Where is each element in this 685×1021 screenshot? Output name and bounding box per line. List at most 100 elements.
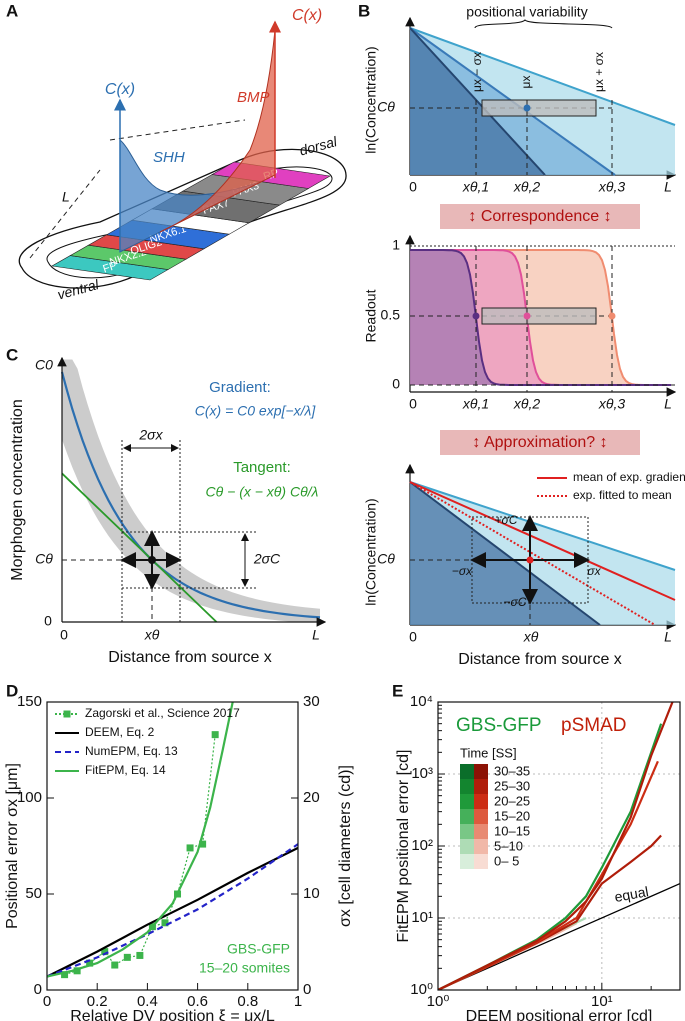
y2-tick-label: 10 <box>303 885 320 902</box>
x-tick-labels: 0 xθ,1 xθ,2 xθ,3 L <box>409 396 672 412</box>
tick-label: xθ,3 <box>598 396 625 412</box>
group-title: GBS-GFP <box>456 715 542 736</box>
legend-label: DEEM, Eq. 2 <box>85 725 155 739</box>
annotation: 15–20 somites <box>199 960 290 976</box>
tick-label: Cθ <box>35 551 53 567</box>
legend-swatch <box>460 764 474 779</box>
tick-label: 0 <box>60 627 68 643</box>
legend-label: 25–30 <box>494 778 530 793</box>
x-label: Relative DV position ξ = μx/L <box>70 1008 275 1021</box>
point <box>524 313 531 320</box>
legend-label: 5–10 <box>494 838 523 853</box>
gradient-label: Gradient: <box>209 379 271 396</box>
tangent-line <box>62 473 217 622</box>
legend-label: FitEPM, Eq. 14 <box>85 763 166 777</box>
tick-label: xθ,1 <box>462 179 489 195</box>
tick-label: L <box>664 179 672 195</box>
marker <box>187 844 194 851</box>
legend-title: Time [SS] <box>460 745 517 760</box>
legend-label: 30–35 <box>494 763 530 778</box>
tick-label: 0 <box>409 629 417 645</box>
legend-swatch <box>474 794 488 809</box>
c-theta: Cθ <box>377 551 395 567</box>
y-tick-label: 150 <box>17 693 42 710</box>
axis-label: C(x) <box>292 7 322 24</box>
tick-label: L <box>664 629 672 645</box>
x-tick-label: 1 <box>294 993 302 1010</box>
marker <box>212 731 219 738</box>
mu-label: μx − σx <box>470 52 484 92</box>
y-tick-label: 10² <box>411 837 433 854</box>
axis-label: C(x) <box>105 81 135 98</box>
legend-label: NumEPM, Eq. 13 <box>85 744 178 758</box>
x-label: Distance from source x <box>108 649 272 666</box>
y-label: Readout <box>363 289 379 342</box>
marker <box>111 962 118 969</box>
legend-marker <box>64 711 71 718</box>
mu-label: μx + σx <box>592 52 606 92</box>
y-tick-label: 10³ <box>411 765 433 782</box>
legend-swatch <box>460 809 474 824</box>
box <box>482 308 596 324</box>
tick-label: 0 <box>409 179 417 195</box>
tick-label: 0 <box>409 396 417 412</box>
length-label: L <box>62 189 70 205</box>
legend-label: 20–25 <box>494 793 530 808</box>
y2-tick-label: 0 <box>303 981 311 998</box>
tick-label: xθ,2 <box>513 396 540 412</box>
tick-label: xθ,3 <box>598 179 625 195</box>
point <box>148 556 156 564</box>
schematic-c: Morphogen concentration C0 Cθ 0 0 xθ L D… <box>9 357 325 667</box>
y-label: FitEPM positional error [cd] <box>395 750 412 943</box>
annotation: GBS-GFP <box>227 941 290 957</box>
tangent-formula: Cθ − (x − xθ) Cθ/λ <box>206 484 319 500</box>
sigma-label: +σC <box>495 513 518 527</box>
series-line <box>47 848 298 977</box>
tick-label: L <box>312 627 320 643</box>
tangent-label: Tangent: <box>233 459 291 476</box>
x-label: DEEM positional error [cd] <box>466 1008 653 1021</box>
panel-label: B <box>358 1 370 20</box>
point <box>473 313 480 320</box>
panel-label: C <box>6 345 18 364</box>
mu-label: μx <box>519 76 533 89</box>
legend-swatch <box>474 824 488 839</box>
y-label: Positional error σx [μm] <box>4 763 21 929</box>
tick-label: 0 <box>44 613 52 629</box>
sigma-label: σx <box>587 564 601 578</box>
y-label: Morphogen concentration <box>9 399 26 580</box>
legend-swatch <box>460 839 474 854</box>
legend-swatch <box>460 794 474 809</box>
tick-label: xθ,1 <box>462 396 489 412</box>
legend-label: exp. fitted to mean <box>573 488 672 502</box>
legend-label: 0– 5 <box>494 853 519 868</box>
sigma-label: 2σC <box>253 551 281 567</box>
marker <box>136 952 143 959</box>
point <box>609 313 616 320</box>
morphogen-label: SHH <box>153 149 185 166</box>
tick-label: xθ <box>523 629 539 645</box>
marker <box>124 954 131 961</box>
x-tick-label: 10⁰ <box>427 993 450 1010</box>
y-tick-label: 0 <box>34 981 42 998</box>
legend-swatch <box>460 854 474 869</box>
sigma-label: −σC <box>504 595 527 609</box>
tick-label: 1 <box>392 237 400 253</box>
chart-d: 05010015000.20.40.60.810102030σx [cell d… <box>4 693 354 1021</box>
tick-label: 0.5 <box>381 307 401 323</box>
legend-swatch <box>474 764 488 779</box>
panel-label: A <box>6 1 18 20</box>
banner-text: ↕ Correspondence ↕ <box>468 208 611 225</box>
chart-e: 10⁰10¹10²10³10⁴10⁰10¹FitEPM positional e… <box>395 693 680 1021</box>
tick-label: xθ <box>144 627 160 643</box>
point <box>527 557 534 564</box>
legend-swatch <box>474 779 488 794</box>
c-theta: Cθ <box>377 99 395 115</box>
sigma-label: 2σx <box>138 427 163 443</box>
legend-swatch <box>474 854 488 869</box>
legend-label: mean of exp. gradients <box>573 470 685 484</box>
banner-text: ↕ Approximation? ↕ <box>472 434 607 451</box>
legend-swatch <box>474 839 488 854</box>
schematic-b: positional variability ln(Concentration)… <box>363 4 685 669</box>
